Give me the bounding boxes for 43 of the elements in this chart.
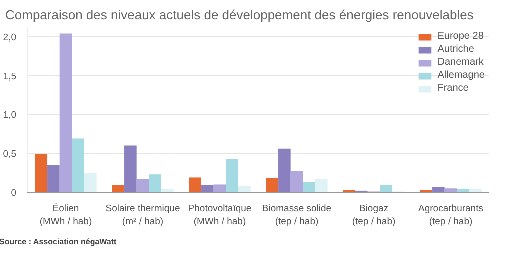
bar [149, 174, 162, 192]
x-tick-label: Solaire thermique (m² / hab) [106, 204, 180, 228]
legend-label: Allemagne [438, 70, 485, 81]
source-note: Source : Association négaWatt [0, 238, 118, 246]
x-tick-label: Agrocarburants (tep / hab) [418, 204, 484, 228]
bar [266, 178, 279, 192]
bar [238, 186, 251, 192]
bar [214, 184, 226, 192]
y-tick-label: 0,5 [3, 149, 17, 160]
bar [315, 179, 328, 192]
bar [72, 138, 84, 192]
bar [202, 185, 214, 192]
bar [469, 189, 482, 192]
y-tick-label: 0 [11, 188, 17, 199]
bar [48, 165, 60, 192]
bar [84, 173, 97, 192]
bar [60, 34, 72, 192]
legend-label: Danemark [438, 57, 484, 68]
bar [161, 189, 174, 192]
x-tick-label: Biomasse solide (tep / hab) [262, 204, 332, 228]
y-tick-label: 1,0 [3, 110, 17, 122]
bar [432, 187, 445, 192]
bar [35, 154, 48, 192]
x-tick-label: Biogaz (tep / hab) [352, 204, 396, 228]
bar [457, 189, 470, 192]
legend-label: Autriche [438, 44, 474, 55]
bar [278, 148, 291, 192]
chart-title: Comparaison des niveaux actuels de développement des énergies renouvelables [6, 8, 474, 22]
y-tick-label: 1,5 [3, 71, 17, 82]
bar [124, 146, 137, 192]
bar [290, 171, 304, 192]
legend-label: Europe 28 [438, 31, 484, 42]
bar [303, 182, 316, 192]
bar [136, 179, 150, 192]
x-tick-label: Éolien (MWh / hab) [40, 202, 92, 228]
legend-label: France [438, 83, 469, 94]
bar [380, 185, 392, 192]
bar [112, 185, 125, 192]
y-tick-label: 2,0 [3, 32, 17, 44]
x-tick-label: Photovoltaïque (MWh / hab) [188, 204, 252, 228]
bar [226, 159, 238, 192]
bar [189, 178, 202, 192]
bar [444, 188, 458, 192]
